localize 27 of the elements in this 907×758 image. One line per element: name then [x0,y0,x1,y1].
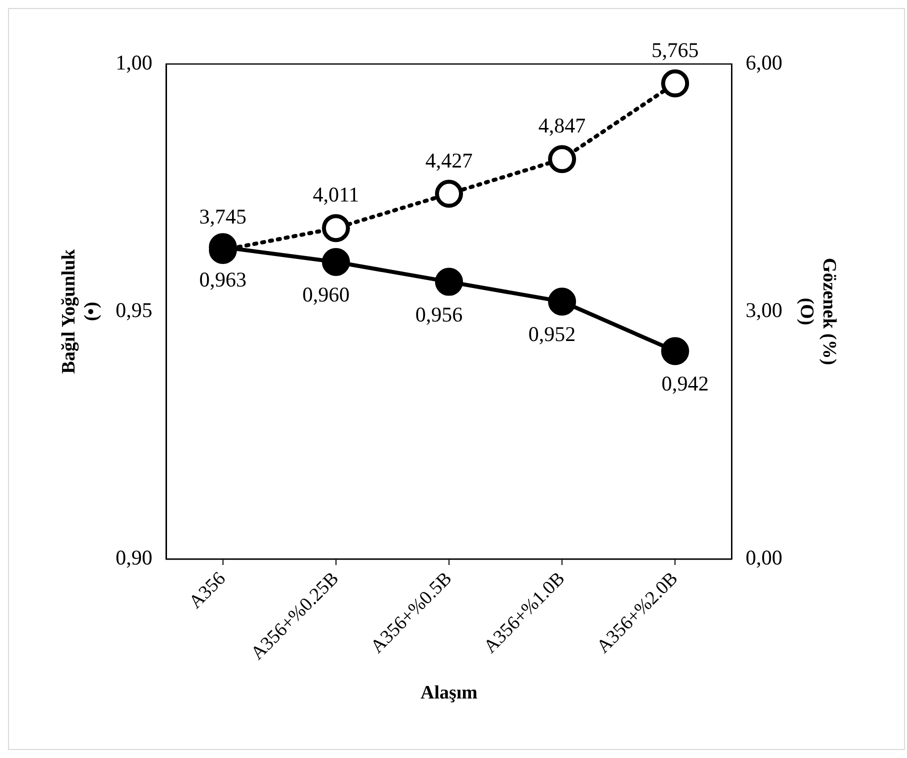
x-axis-title: Alaşım [420,682,478,704]
point [548,288,576,316]
point [661,337,690,366]
y-axis-title: Bağıl Yoğunluk (•) [58,248,102,374]
point [435,268,463,296]
point [548,145,576,174]
point [322,248,350,276]
y-tick-label: 0,90 [116,546,152,570]
data-label: 4,011 [312,182,360,207]
y2-tick-label: 3,00 [746,298,782,322]
data-label: 4,847 [538,114,586,138]
data-label: 0,963 [199,268,247,292]
data-label: 0,952 [528,322,576,346]
point [322,214,350,242]
y-tick-label: 1,00 [116,50,152,75]
y2-tick-label: 0,00 [746,546,782,570]
data-label: 0,942 [661,372,709,396]
data-label: 4,427 [425,148,473,172]
data-label: 0,960 [302,282,350,307]
point [435,180,463,208]
data-label: 3,745 [199,204,247,229]
point [661,69,690,98]
y2-tick-label: 6,00 [746,50,782,75]
data-label: 0,956 [415,302,463,326]
y-tick-label: 0,95 [116,298,152,322]
data-label: 5,765 [651,38,699,62]
y2-axis-title: Gözenek (%) (O) [796,258,840,366]
